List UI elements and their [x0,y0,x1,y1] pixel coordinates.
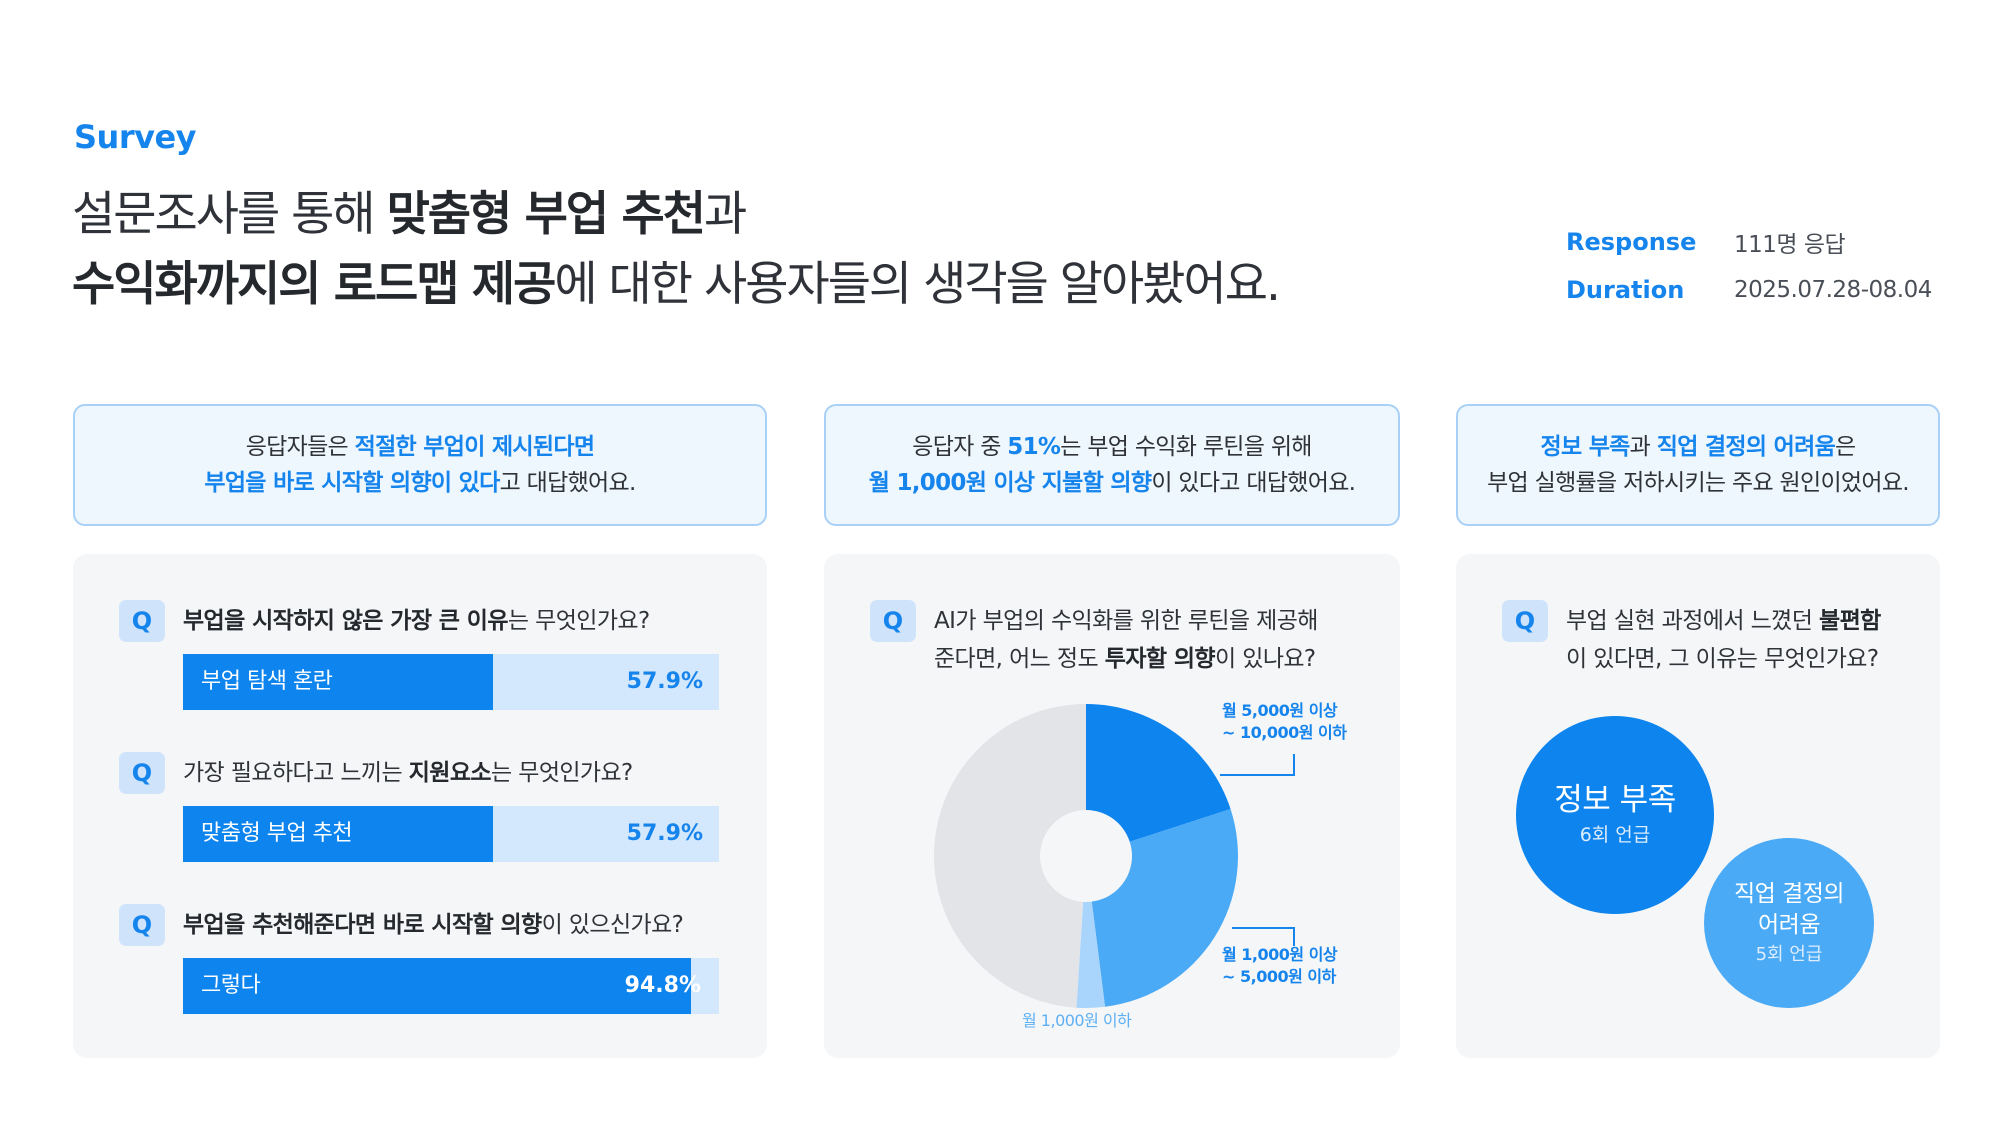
donut-chart [933,704,1295,1008]
slice-label-1: 월 5,000원 이상 ~ 10,000원 이하 [1222,701,1347,742]
slice-label-3: 월 1,000원 이하 [1022,1011,1132,1030]
response-value: 111명 응답 [1734,232,1846,258]
question-inconvenience: 부업 실현 과정에서 느꼈던 불편함 이 있다면, 그 이유는 무엇인가요? [1566,608,1881,672]
leader-line-2 [1232,927,1295,946]
bar-1: 부업 탐색 혼란 57.9% [183,654,719,710]
bar-label-3: 그렇다 [201,973,261,998]
card-inconvenience: Q 부업 실현 과정에서 느꼈던 불편함 이 있다면, 그 이유는 무엇인가요?… [1456,554,1940,1058]
question-1: 부업을 시작하지 않은 가장 큰 이유는 무엇인가요? [183,608,650,634]
duration-label: Duration [1566,276,1685,304]
callout-1: 응답자들은 적절한 부업이 제시된다면 부업을 바로 시작할 의향이 있다고 대… [73,404,767,526]
survey-eyebrow: Survey [74,118,197,156]
donut-slice-1 [1086,704,1231,842]
card-investment: Q AI가 부업의 수익화를 위한 루틴을 제공해 준다면, 어느 정도 투자할… [824,554,1400,1058]
donut-slice-2 [1091,809,1238,1007]
response-label: Response [1566,228,1697,256]
bar-label-2: 맞춤형 부업 추천 [201,821,353,846]
callout-2: 응답자 중 51%는 부업 수익화 루틴을 위해 월 1,000원 이상 지불할… [824,404,1400,526]
question-2: 가장 필요하다고 느끼는 지원요소는 무엇인가요? [183,760,633,786]
card-reasons: Q 부업을 시작하지 않은 가장 큰 이유는 무엇인가요? 부업 탐색 혼란 5… [73,554,767,1058]
meta-response: Response 111명 응답 [1566,218,1932,266]
headline-line-2: 수익화까지의 로드맵 제공에 대한 사용자들의 생각을 알아봤어요. [72,257,1281,312]
bar-fill-3 [183,958,692,1014]
duration-value: 2025.07.28-08.04 [1734,277,1932,303]
meta-duration: Duration 2025.07.28-08.04 [1566,266,1932,314]
bar-value-1: 57.9% [626,669,703,694]
slice-label-2: 월 1,000원 이상 ~ 5,000원 이하 [1222,945,1338,986]
leader-line-1 [1220,754,1295,776]
bar-value-2: 57.9% [626,821,703,846]
bubble-job-decision: 직업 결정의 어려움 5회 언급 [1704,838,1874,1008]
page-headline: 설문조사를 통해 맞춤형 부업 추천과 수익화까지의 로드맵 제공에 대한 사용… [72,180,1281,320]
question-investment: AI가 부업의 수익화를 위한 루틴을 제공해 준다면, 어느 정도 투자할 의… [934,608,1318,672]
bar-label-1: 부업 탐색 혼란 [201,669,333,694]
callout-3: 정보 부족과 직업 결정의 어려움은 부업 실행률을 저하시키는 주요 원인이었… [1456,404,1940,526]
q-badge: Q [1502,600,1548,642]
q-badge: Q [119,752,165,794]
q-badge: Q [119,904,165,946]
survey-meta: Response 111명 응답 Duration 2025.07.28-08.… [1566,218,1932,314]
bar-fill-2 [183,806,494,862]
donut-slice-3 [1076,901,1106,1008]
q-badge: Q [119,600,165,642]
bar-3: 그렇다 94.8% [183,958,719,1014]
headline-line-1: 설문조사를 통해 맞춤형 부업 추천과 [72,187,747,242]
bar-2: 맞춤형 부업 추천 57.9% [183,806,719,862]
bar-value-3: 94.8% [624,973,701,998]
question-3: 부업을 추천해준다면 바로 시작할 의향이 있으신가요? [183,912,684,938]
bar-fill-1 [183,654,494,710]
q-badge: Q [870,600,916,642]
bubble-info-lack: 정보 부족 6회 언급 [1516,716,1714,914]
donut-slice-4 [933,704,1086,1008]
